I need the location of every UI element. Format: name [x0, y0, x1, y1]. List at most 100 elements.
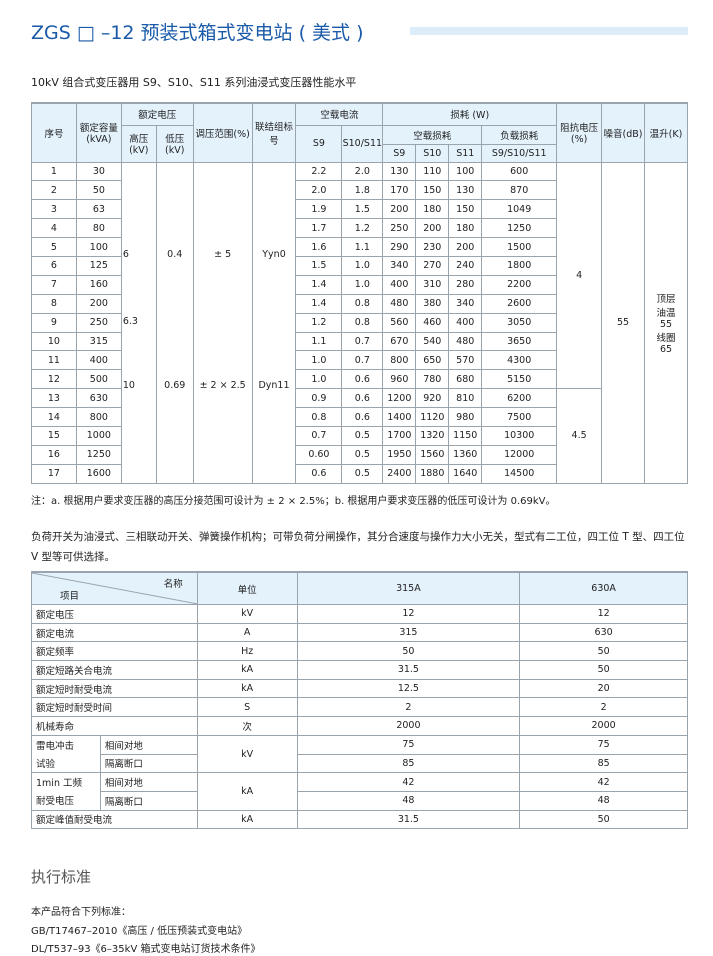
cell-315a: 50 [296, 641, 521, 662]
cell-value: 2600 [481, 293, 558, 314]
cell-value: 0.60 [295, 444, 343, 465]
temp-line: 55 [659, 318, 673, 330]
cell-no: 8 [31, 293, 77, 314]
table-row: 试验 隔离断口 85 85 [31, 753, 688, 774]
cell-value: 1560 [415, 444, 450, 465]
table-row: 额定电流 A 315 630 [31, 622, 688, 643]
title-decoration-bar [410, 27, 688, 35]
cell-unit: kA [196, 660, 298, 680]
cell-value: 7500 [481, 407, 558, 427]
cell-item: 额定电压 [31, 604, 198, 624]
cell-value: 1.1 [295, 331, 343, 352]
cell-value: 0.6 [295, 463, 343, 484]
connection-cell: Yyn0 Dyn11 [251, 161, 297, 484]
table-row: 14 800 0.8 0.6 1400 1120 980 7500 [31, 407, 688, 427]
table-row: 10 315 1.1 0.7 670 540 480 3650 [31, 331, 688, 352]
cell-value: 570 [448, 350, 483, 371]
standards-heading: 执行标准 [31, 868, 92, 886]
cell-value: 670 [382, 331, 417, 352]
cell-value: 4300 [481, 350, 558, 371]
cell-630a: 12 [519, 604, 688, 624]
cell-value: 540 [415, 331, 450, 352]
cell-value: 180 [415, 199, 450, 220]
table-row: 额定短路关合电流 kA 31.5 50 [31, 660, 688, 680]
header-current-s9: S9 [295, 124, 343, 163]
cell-value: 1.7 [295, 218, 343, 239]
cell-unit: kA [196, 809, 298, 830]
cell-value: 560 [382, 312, 417, 333]
impedance-cell: 4 [556, 161, 603, 390]
cell-value: 3650 [481, 331, 558, 352]
cell-item: 额定峰值耐受电流 [31, 809, 198, 830]
table-row: 8 200 1.4 0.8 480 380 340 2600 [31, 293, 688, 314]
header-current-s10s11: S10/S11 [341, 124, 384, 163]
cell-subitem: 相间对地 [99, 734, 198, 755]
lv-cell-value: 0.4 [167, 248, 183, 260]
cell-no: 6 [31, 255, 77, 276]
connection-cell-value: Dyn11 [258, 380, 290, 392]
cell-value: 1200 [382, 388, 417, 409]
cell-value: 0.7 [341, 331, 384, 352]
diagonal-line [32, 573, 198, 604]
table-row: 雷电冲击 相间对地 kV 75 75 [31, 734, 688, 774]
cell-value: 2.2 [295, 161, 343, 182]
table-row: 2 50 2.0 1.8 170 150 130 870 [31, 180, 688, 201]
cell-value: 0.8 [341, 293, 384, 314]
header-lv: 低压(kV) [155, 124, 194, 163]
cell-value: 1.5 [341, 199, 384, 220]
table-row: 机械寿命次 2000 2000 [31, 716, 688, 736]
cell-value: 400 [382, 274, 417, 295]
cell-value: 1150 [448, 425, 483, 446]
tap-cell-value: ± 2 × 2.5 [199, 380, 246, 392]
cell-no: 2 [31, 180, 77, 201]
header-capacity: 额定容量(kVA) [75, 102, 122, 163]
header-diagonal-cell: 名称 项目 [31, 571, 198, 605]
cell-315a: 12.5 [296, 678, 521, 699]
cell-no: 14 [31, 407, 77, 427]
cell-value: 1.4 [295, 293, 343, 314]
cell-315a: 2000 [296, 716, 521, 736]
cell-capacity: 63 [75, 199, 122, 220]
cell-item: 额定短路关合电流 [31, 660, 198, 680]
table1-caption: 10kV 组合式变压器用 S9、S10、S11 系列油浸式变压器性能水平 [31, 76, 357, 89]
cell-item: 试验 [31, 754, 101, 774]
tap-cell-value: ± 5 [214, 248, 232, 260]
cell-capacity: 125 [75, 255, 122, 276]
cell-capacity: 800 [75, 407, 122, 427]
cell-value: 10300 [481, 425, 558, 446]
cell-unit: kA [196, 772, 298, 811]
table-row: 9 250 1.2 0.8 560 460 400 3050 [31, 312, 688, 333]
cell-315a: 2 [296, 697, 521, 718]
cell-value: 1.5 [295, 255, 343, 276]
cell-unit: 次 [196, 716, 298, 736]
cell-value: 0.6 [341, 369, 384, 390]
cell-value: 1640 [448, 463, 483, 484]
cell-value: 170 [382, 180, 417, 201]
cell-value: 0.6 [341, 407, 384, 427]
cell-capacity: 1250 [75, 444, 122, 465]
cell-value: 1.0 [341, 274, 384, 295]
cell-value: 3050 [481, 312, 558, 333]
header-load-loss: 负载损耗 [481, 124, 558, 145]
cell-value: 340 [448, 293, 483, 314]
load-switch-parameters-table: 名称 项目 单位 315A 630A 额定电压 kV 12 12 额定电流 A 315 630… [31, 571, 688, 830]
header-noload-current: 空载电流 [295, 102, 384, 126]
cell-item: 耐受电压 [31, 791, 101, 811]
table-row: 17 1600 0.6 0.5 2400 1880 1640 14500 [31, 463, 688, 484]
cell-value: 1.2 [341, 218, 384, 239]
table-row: 16 1250 0.60 0.5 1950 1560 1360 12000 [31, 444, 688, 465]
cell-capacity: 200 [75, 293, 122, 314]
cell-value: 0.9 [295, 388, 343, 409]
cell-value: 1049 [481, 199, 558, 220]
table-row: 额定电压 kV 12 12 [31, 604, 688, 624]
cell-no: 3 [31, 199, 77, 220]
cell-unit: kA [196, 678, 298, 699]
connection-cell-value: Yyn0 [262, 248, 286, 260]
cell-630a: 85 [519, 753, 688, 774]
standards-intro: 本产品符合下列标准： [31, 907, 131, 918]
header-hv: 高压(kV) [120, 124, 157, 163]
table-row: 11 400 1.0 0.7 800 650 570 4300 [31, 350, 688, 371]
cell-value: 2.0 [295, 180, 343, 201]
page-title: ZGS □ –12 预装式箱式变电站 ( 美式 ) [31, 22, 364, 44]
impedance-cell: 4.5 [556, 388, 603, 484]
